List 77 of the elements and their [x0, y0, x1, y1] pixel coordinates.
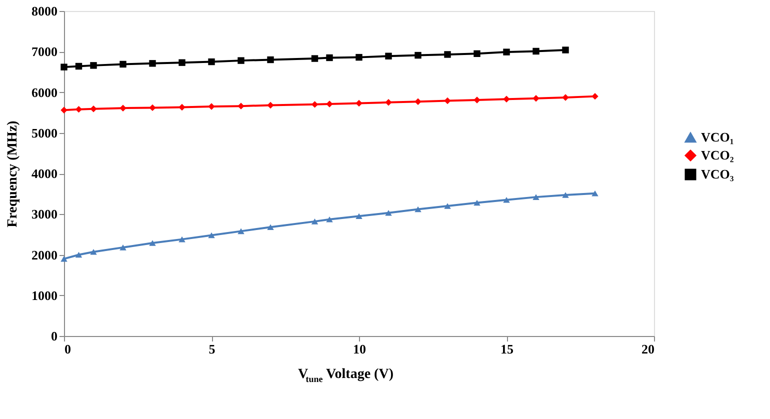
point [208, 58, 215, 66]
point [326, 216, 333, 222]
point [532, 194, 540, 200]
y-tick-label: 0 [51, 328, 58, 344]
point [311, 55, 318, 62]
point [60, 256, 68, 262]
point [474, 50, 480, 58]
y-tick-label: 6000 [32, 84, 58, 100]
point [562, 94, 569, 101]
point [178, 236, 186, 242]
point [474, 200, 480, 206]
point [238, 57, 244, 64]
point [385, 210, 392, 216]
point [532, 48, 540, 55]
x-tick-label: 0 [64, 342, 71, 356]
point [149, 104, 156, 112]
point [311, 101, 318, 108]
point [208, 232, 215, 238]
y-tick-label: 4000 [32, 166, 58, 181]
point [385, 99, 392, 106]
point [444, 203, 451, 209]
point [120, 104, 126, 112]
point [90, 249, 97, 255]
point [149, 60, 156, 67]
point [75, 252, 82, 258]
point [503, 96, 510, 103]
point [444, 51, 451, 58]
point [414, 52, 422, 59]
point [90, 62, 97, 69]
point [592, 190, 598, 196]
point [562, 192, 569, 198]
point [326, 100, 333, 108]
point [60, 64, 68, 70]
point [532, 94, 540, 102]
point [326, 54, 333, 62]
point [414, 206, 422, 212]
y-tick-label: 2000 [32, 247, 58, 262]
point [562, 46, 569, 54]
point [60, 106, 68, 114]
point [474, 96, 480, 104]
point [120, 244, 126, 250]
point [267, 224, 274, 230]
point [149, 240, 156, 246]
point [75, 106, 82, 113]
legend-label: VCO₁ [701, 130, 734, 144]
point [178, 104, 186, 111]
point [238, 102, 244, 110]
legend-label: VCO₃ [701, 166, 734, 182]
point [90, 106, 97, 112]
point [414, 98, 422, 105]
point [267, 56, 274, 64]
point [592, 92, 598, 100]
legend-label: VCO₂ [701, 148, 734, 162]
point [267, 102, 274, 109]
x-tick-label: 10 [353, 342, 366, 356]
x-tick-label: 5 [208, 342, 216, 356]
y-axis-title: Frequency (MHz) [6, 120, 20, 228]
point [385, 52, 392, 60]
point [503, 48, 510, 56]
point [238, 228, 244, 234]
y-tick-label: 8000 [32, 4, 58, 18]
point [75, 62, 82, 70]
point [178, 59, 186, 66]
point [356, 100, 362, 107]
point [208, 103, 215, 110]
y-tick-label: 5000 [32, 125, 58, 140]
point [444, 97, 451, 104]
point [120, 60, 126, 68]
point [311, 218, 318, 224]
point [503, 197, 510, 203]
y-tick-label: 1000 [32, 288, 58, 303]
y-tick-label: 7000 [32, 44, 58, 60]
point [356, 213, 362, 220]
y-tick-label: 3000 [32, 206, 58, 222]
x-tick-label: 15 [500, 342, 514, 356]
point [356, 54, 362, 61]
x-tick-label: 20 [642, 342, 654, 356]
